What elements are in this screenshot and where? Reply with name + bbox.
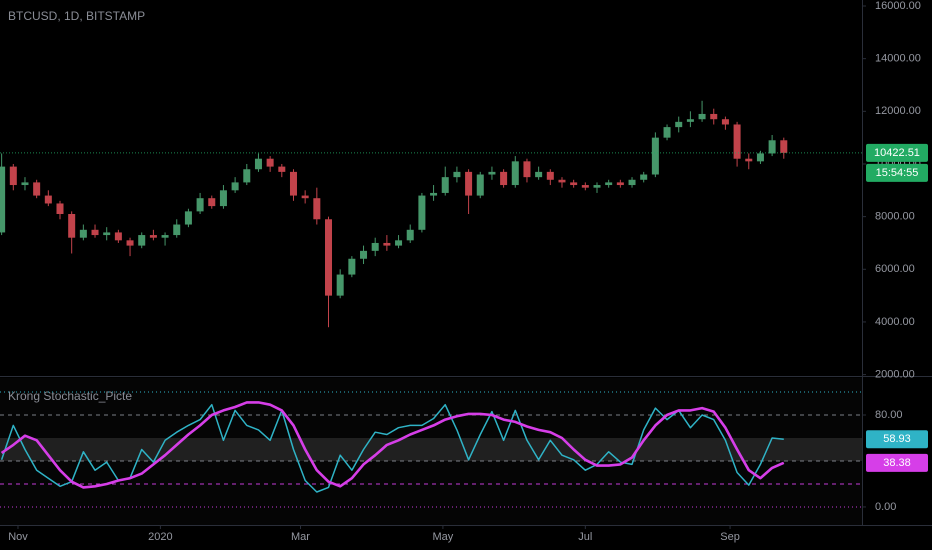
candle-body bbox=[581, 185, 589, 188]
x-tick-label: Nov bbox=[8, 531, 28, 543]
candle-body bbox=[406, 229, 414, 241]
candle-body bbox=[465, 171, 473, 196]
candle-body bbox=[430, 192, 438, 196]
candle-body bbox=[768, 140, 776, 154]
y-tick-label: 2000.00 bbox=[875, 369, 915, 381]
candle-body bbox=[570, 182, 578, 186]
candle-body bbox=[79, 229, 87, 238]
candle-body bbox=[651, 137, 659, 175]
candle-body bbox=[418, 195, 426, 230]
last-value-label: 58.93 bbox=[883, 433, 911, 445]
y-tick-label: 6000.00 bbox=[875, 263, 915, 275]
candle-body bbox=[488, 171, 496, 175]
candle-body bbox=[336, 274, 344, 296]
candle-body bbox=[266, 158, 274, 167]
y-tick-label: 0.00 bbox=[875, 501, 896, 513]
candle-body bbox=[173, 224, 181, 236]
countdown-label-box bbox=[866, 163, 928, 182]
x-tick-label: Jul bbox=[578, 531, 592, 543]
candle-body bbox=[663, 127, 671, 138]
candle-body bbox=[523, 161, 531, 178]
x-tick-label: May bbox=[433, 531, 454, 543]
last-price-label: 10422.51 bbox=[874, 147, 920, 159]
candle-body bbox=[546, 171, 554, 180]
candle-body bbox=[243, 169, 251, 183]
oscillator-line bbox=[0, 403, 784, 493]
y-tick-label: 80.00 bbox=[875, 409, 903, 421]
candle-body bbox=[161, 235, 169, 238]
candle-body bbox=[675, 121, 683, 128]
candle-body bbox=[780, 140, 788, 153]
candle-body bbox=[395, 240, 403, 246]
candle-body bbox=[9, 166, 17, 186]
candle-body bbox=[126, 240, 134, 246]
candle-body bbox=[500, 171, 508, 186]
candle-body bbox=[91, 229, 99, 236]
oscillator-line bbox=[0, 401, 785, 489]
candle-body bbox=[184, 211, 192, 225]
indicator-title: Krong Stochastic_Picte bbox=[8, 389, 132, 403]
candle-body bbox=[453, 171, 461, 178]
x-tick-label: 2020 bbox=[148, 531, 172, 543]
candle-body bbox=[360, 250, 368, 259]
last-value-label: 38.38 bbox=[883, 457, 911, 469]
candle-body bbox=[745, 158, 753, 162]
candle-body bbox=[149, 235, 157, 238]
candle-body bbox=[103, 232, 111, 236]
countdown-label: 15:54:55 bbox=[876, 167, 919, 179]
candle-body bbox=[511, 161, 519, 186]
candle-body bbox=[640, 174, 648, 180]
candle-body bbox=[476, 174, 484, 196]
candle-body bbox=[196, 198, 204, 212]
y-tick-label: 8000.00 bbox=[875, 211, 915, 223]
candle-body bbox=[33, 182, 41, 196]
candle-body bbox=[348, 258, 356, 275]
candle-body bbox=[114, 232, 122, 241]
candle-body bbox=[558, 179, 566, 183]
x-tick-label: Sep bbox=[720, 531, 740, 543]
candle-body bbox=[289, 171, 297, 196]
candle-body bbox=[710, 113, 718, 120]
candle-body bbox=[441, 177, 449, 193]
x-tick-label: Mar bbox=[291, 531, 310, 543]
y-tick-label: 16000.00 bbox=[875, 0, 921, 12]
candle-body bbox=[383, 242, 391, 246]
candle-body bbox=[208, 198, 216, 207]
y-tick-label: 12000.00 bbox=[875, 105, 921, 117]
candle-body bbox=[605, 182, 613, 186]
candle-body bbox=[44, 195, 52, 204]
candle-body bbox=[535, 171, 543, 178]
candle-body bbox=[593, 185, 601, 188]
candle-body bbox=[138, 235, 146, 246]
last-value-label-box bbox=[866, 430, 928, 449]
symbol-title: BTCUSD, 1D, BITSTAMP bbox=[8, 9, 145, 23]
candle-body bbox=[278, 166, 286, 172]
candle-body bbox=[21, 182, 29, 186]
candle-body bbox=[231, 182, 239, 191]
candle-body bbox=[733, 124, 741, 159]
last-value-label-box bbox=[866, 453, 928, 472]
candle-body bbox=[0, 166, 6, 233]
candle-body bbox=[628, 179, 636, 186]
candle-body bbox=[68, 213, 76, 238]
candle-body bbox=[616, 182, 624, 186]
y-tick-label: 4000.00 bbox=[875, 316, 915, 328]
band bbox=[0, 437, 862, 461]
candle-body bbox=[698, 113, 706, 120]
last-price-label-box bbox=[866, 143, 928, 162]
candle-body bbox=[756, 153, 764, 162]
candle-body bbox=[325, 219, 333, 296]
candle-body bbox=[219, 190, 227, 207]
candle-body bbox=[721, 119, 729, 125]
candle-body bbox=[301, 195, 309, 199]
candle-body bbox=[254, 158, 262, 170]
candle-body bbox=[686, 119, 694, 122]
candle-body bbox=[56, 203, 64, 214]
y-tick-label: 14000.00 bbox=[875, 53, 921, 65]
candle-body bbox=[371, 242, 379, 251]
candle-body bbox=[313, 198, 321, 220]
